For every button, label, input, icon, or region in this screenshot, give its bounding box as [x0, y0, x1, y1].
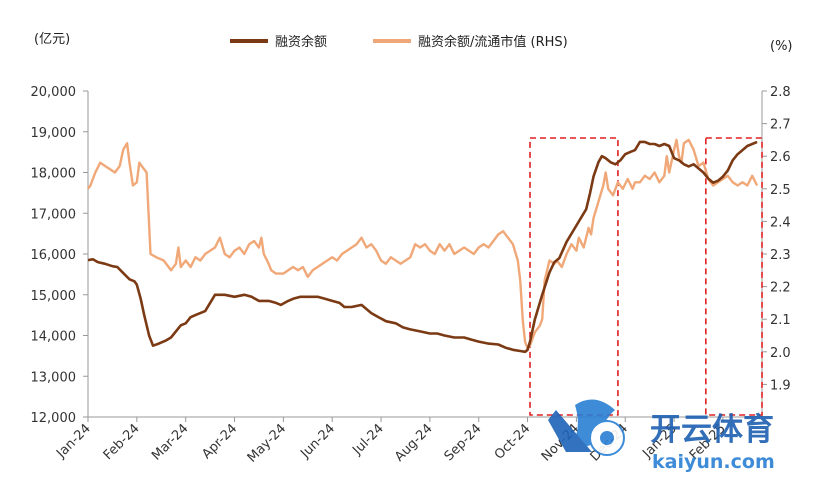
right-tick-label: 2.1	[770, 313, 791, 328]
left-tick-label: 13,000	[31, 370, 77, 385]
x-tick-label: Aug-24	[392, 421, 436, 465]
left-tick-label: 16,000	[31, 248, 77, 263]
right-tick-label: 2.8	[770, 85, 791, 100]
legend-label-margin-balance: 融资余额	[275, 34, 327, 50]
x-tick-label: Jul-24	[349, 421, 386, 458]
left-tick-label: 14,000	[31, 330, 77, 345]
right-tick-label: 2.4	[770, 215, 791, 230]
series-line-ratio	[87, 138, 759, 350]
watermark-domain: kaiyun.com	[652, 451, 775, 473]
left-tick-label: 20,000	[31, 85, 77, 100]
watermark-brand: 开云体育	[650, 412, 774, 448]
x-tick-label: Apr-24	[199, 421, 240, 462]
left-tick-label: 12,000	[31, 411, 77, 426]
legend: 融资余额 融资余额/流通市值 (RHS)	[230, 34, 568, 50]
axes	[83, 90, 767, 422]
left-tick-label: 19,000	[31, 126, 77, 141]
watermark: 开云体育 kaiyun.com	[548, 399, 775, 473]
x-tick-label: Oct-24	[492, 421, 534, 463]
x-tick-label: Mar-24	[149, 421, 191, 463]
watermark-logo-icon	[548, 399, 625, 456]
highlight-box	[705, 137, 763, 416]
plot-area	[87, 137, 763, 416]
left-tick-label: 15,000	[31, 289, 77, 304]
x-tick-label: Jan-24	[53, 421, 94, 462]
legend-label-ratio: 融资余额/流通市值 (RHS)	[418, 34, 568, 50]
right-tick-label: 2.7	[770, 118, 791, 133]
left-tick-label: 18,000	[31, 167, 77, 182]
left-axis-unit: (亿元)	[34, 32, 70, 47]
right-tick-label: 2.6	[770, 150, 791, 165]
x-tick-label: Jun-24	[297, 421, 338, 462]
right-tick-label: 2.3	[770, 248, 791, 263]
right-tick-label: 1.9	[770, 378, 791, 393]
right-tick-label: 2.0	[770, 346, 791, 361]
x-tick-label: May-24	[245, 421, 289, 465]
x-tick-label: Sep-24	[442, 421, 485, 464]
right-axis-unit: (%)	[770, 39, 793, 54]
series-line-margin-balance	[87, 140, 758, 354]
highlight-box	[529, 137, 619, 416]
right-tick-label: 2.2	[770, 281, 791, 296]
x-tick-label: Feb-24	[101, 421, 143, 463]
left-tick-label: 17,000	[31, 207, 77, 222]
right-tick-label: 2.5	[770, 183, 791, 198]
